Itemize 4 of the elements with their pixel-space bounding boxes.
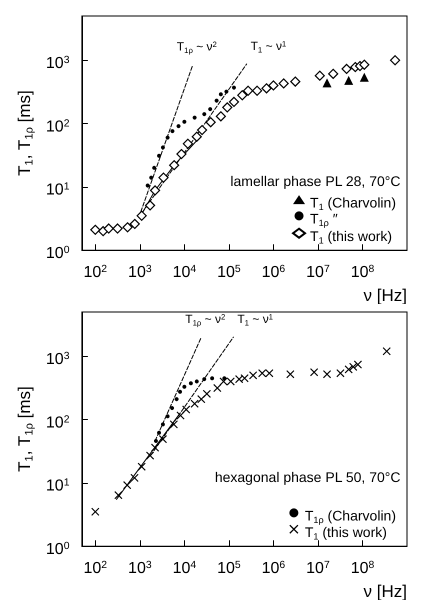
annotation: lamellar phase PL 28, 70°C — [230, 173, 400, 189]
y-axis-title: T1, T1ρ [ms] — [15, 386, 36, 472]
y-axis-title: T1, T1ρ [ms] — [15, 90, 36, 176]
annotation: hexagonal phase PL 50, 70°C — [214, 469, 400, 485]
